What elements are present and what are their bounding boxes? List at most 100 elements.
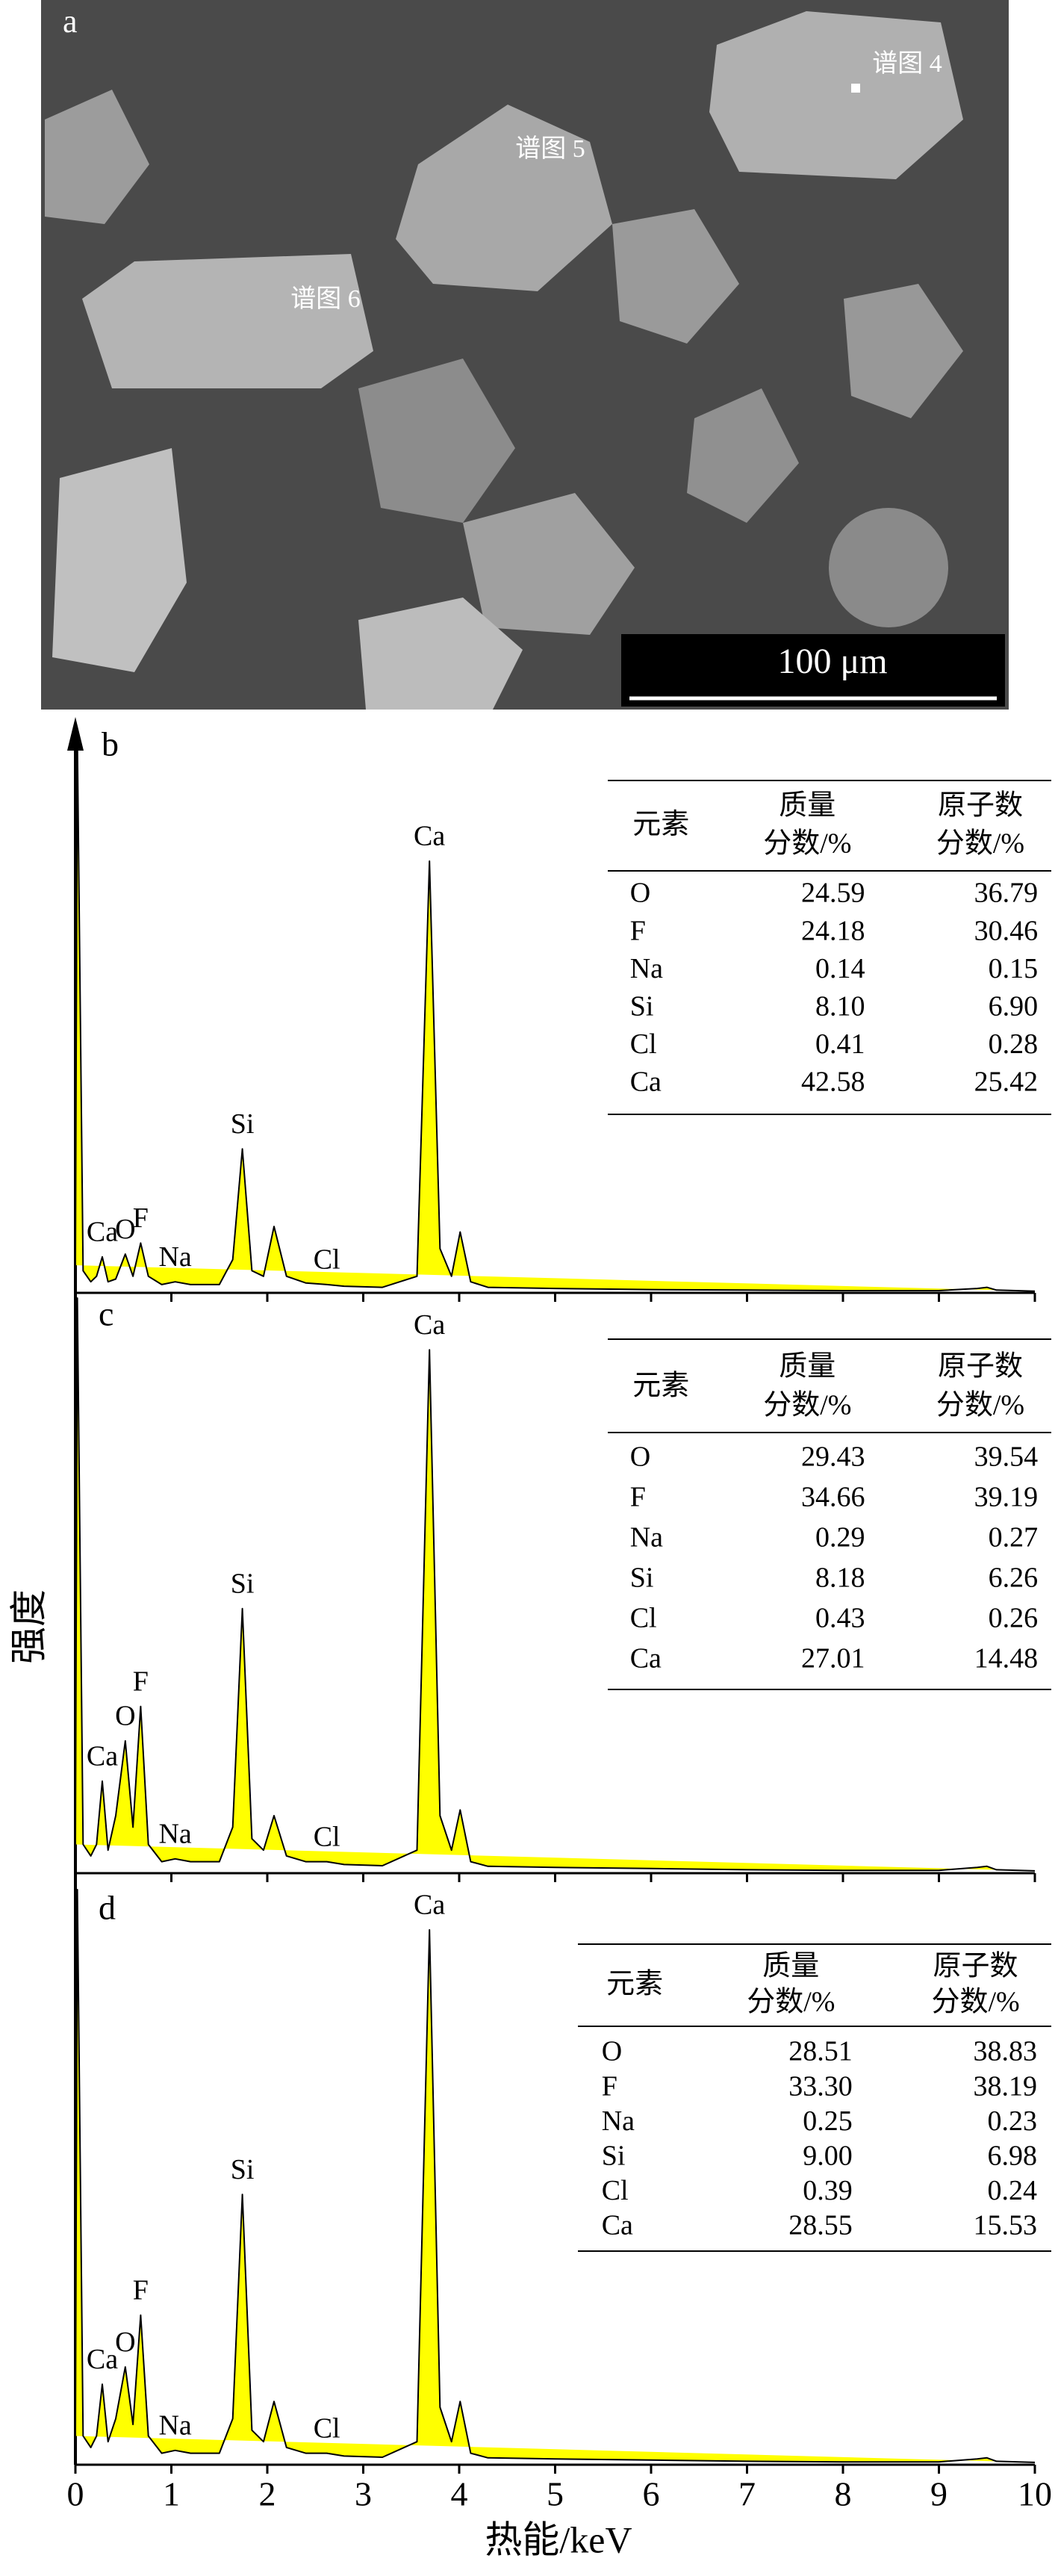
table-cell: 14.48	[974, 1643, 1039, 1675]
particle	[612, 209, 739, 344]
axis-arrow	[67, 717, 84, 751]
x-tick-label: 9	[930, 2475, 947, 2513]
particle	[82, 254, 373, 388]
table-cell: 24.59	[801, 878, 865, 909]
table-cell: O	[602, 2036, 622, 2067]
table-cell: F	[630, 1482, 646, 1513]
table-cell: F	[602, 2070, 617, 2102]
table-cell: Si	[602, 2141, 626, 2172]
table-header: 质量	[779, 1351, 835, 1382]
particle	[687, 388, 799, 523]
x-tick-label: 6	[643, 2475, 660, 2513]
table-header: 原子数	[933, 1951, 1018, 1982]
table-cell: 36.79	[974, 878, 1039, 909]
peak-label: Na	[158, 1818, 191, 1849]
peak-label: Cl	[314, 1244, 340, 1276]
table-cell: O	[630, 1441, 650, 1473]
table-cell: 0.41	[815, 1028, 865, 1060]
x-tick-label: 7	[738, 2475, 756, 2513]
table-header: 原子数	[938, 790, 1023, 822]
table-cell: 0.29	[815, 1522, 865, 1554]
table-cell: 34.66	[801, 1482, 865, 1513]
table-cell: Ca	[630, 1067, 662, 1098]
table-cell: Si	[630, 1562, 654, 1594]
peak-label: Cl	[314, 2412, 340, 2444]
spectrum	[75, 739, 1036, 1292]
table-header: 分数/%	[747, 1987, 835, 2018]
table-header: 元素	[632, 809, 689, 840]
table-cell: 30.46	[974, 915, 1039, 946]
table-cell: 0.28	[989, 1028, 1039, 1060]
particle	[709, 11, 963, 179]
table-cell: Na	[630, 953, 663, 984]
table-header: 分数/%	[936, 828, 1024, 860]
peak-label: Ca	[87, 1217, 118, 1248]
panel-label: a	[63, 3, 78, 40]
peak-label: Si	[231, 1108, 255, 1140]
peak-label: O	[115, 1701, 135, 1732]
peak-label: Ca	[414, 1309, 445, 1341]
x-tick-label: 1	[163, 2475, 180, 2513]
peak-label: Si	[231, 2154, 255, 2185]
particle	[463, 493, 635, 635]
spectrum-label: 谱图 6	[290, 285, 361, 313]
particle	[829, 508, 948, 627]
table-cell: Na	[630, 1522, 663, 1554]
table-cell: Cl	[602, 2175, 629, 2206]
particle	[844, 284, 963, 418]
table-cell: Cl	[630, 1028, 657, 1060]
spot-marker	[851, 84, 860, 93]
peak-label: Na	[158, 1241, 191, 1273]
spectrum	[75, 1297, 1036, 1872]
x-tick-label: 8	[835, 2475, 852, 2513]
table-cell: 6.98	[987, 2141, 1037, 2172]
table-header: 分数/%	[763, 828, 851, 860]
table-cell: 28.55	[788, 2210, 853, 2241]
x-tick-label: 4	[451, 2475, 468, 2513]
table-cell: 25.42	[974, 1067, 1039, 1098]
panel-label: d	[99, 1889, 116, 1927]
table-cell: Cl	[630, 1603, 657, 1634]
table-cell: Ca	[630, 1643, 662, 1675]
table-cell: 0.39	[803, 2175, 853, 2206]
table-cell: 8.18	[815, 1562, 865, 1594]
table-cell: 39.19	[974, 1482, 1039, 1513]
table-cell: F	[630, 915, 646, 946]
peak-label: F	[133, 1666, 149, 1697]
y-axis-label: 强度	[7, 1589, 49, 1664]
table-cell: O	[630, 878, 650, 909]
table-header: 元素	[632, 1371, 689, 1402]
peak-label: Ca	[87, 2344, 118, 2375]
x-tick-label: 0	[67, 2475, 84, 2513]
table-cell: 28.51	[788, 2036, 853, 2067]
table-cell: 38.19	[973, 2070, 1037, 2102]
particle	[45, 90, 149, 224]
table-header: 分数/%	[931, 1987, 1019, 2018]
scale-bar-label: 100 μm	[777, 642, 887, 681]
table-cell: 6.26	[989, 1562, 1039, 1594]
table-cell: 38.83	[973, 2036, 1037, 2067]
table-cell: 0.23	[987, 2105, 1037, 2137]
table-cell: 0.25	[803, 2105, 853, 2137]
table-cell: 24.18	[801, 915, 865, 946]
peak-label: Cl	[314, 1821, 340, 1852]
table-cell: 33.30	[788, 2070, 853, 2102]
particle	[396, 105, 612, 291]
spectrum-label: 谱图 4	[872, 49, 942, 78]
table-cell: 0.26	[989, 1603, 1039, 1634]
table-cell: 42.58	[801, 1067, 865, 1098]
x-axis-label: 热能/keV	[485, 2518, 632, 2560]
table-cell: 6.90	[989, 991, 1039, 1022]
table-header: 元素	[606, 1969, 663, 2000]
peak-label: Na	[158, 2409, 191, 2441]
table-cell: 27.01	[801, 1643, 865, 1675]
peak-label: Ca	[87, 1741, 118, 1772]
table-header: 分数/%	[936, 1390, 1024, 1421]
x-tick-label: 3	[355, 2475, 372, 2513]
table-cell: 9.00	[803, 2141, 853, 2172]
spectrum-label: 谱图 5	[515, 134, 585, 163]
peak-label: F	[133, 2275, 149, 2306]
table-header: 原子数	[938, 1351, 1023, 1382]
table-header: 质量	[779, 790, 835, 822]
